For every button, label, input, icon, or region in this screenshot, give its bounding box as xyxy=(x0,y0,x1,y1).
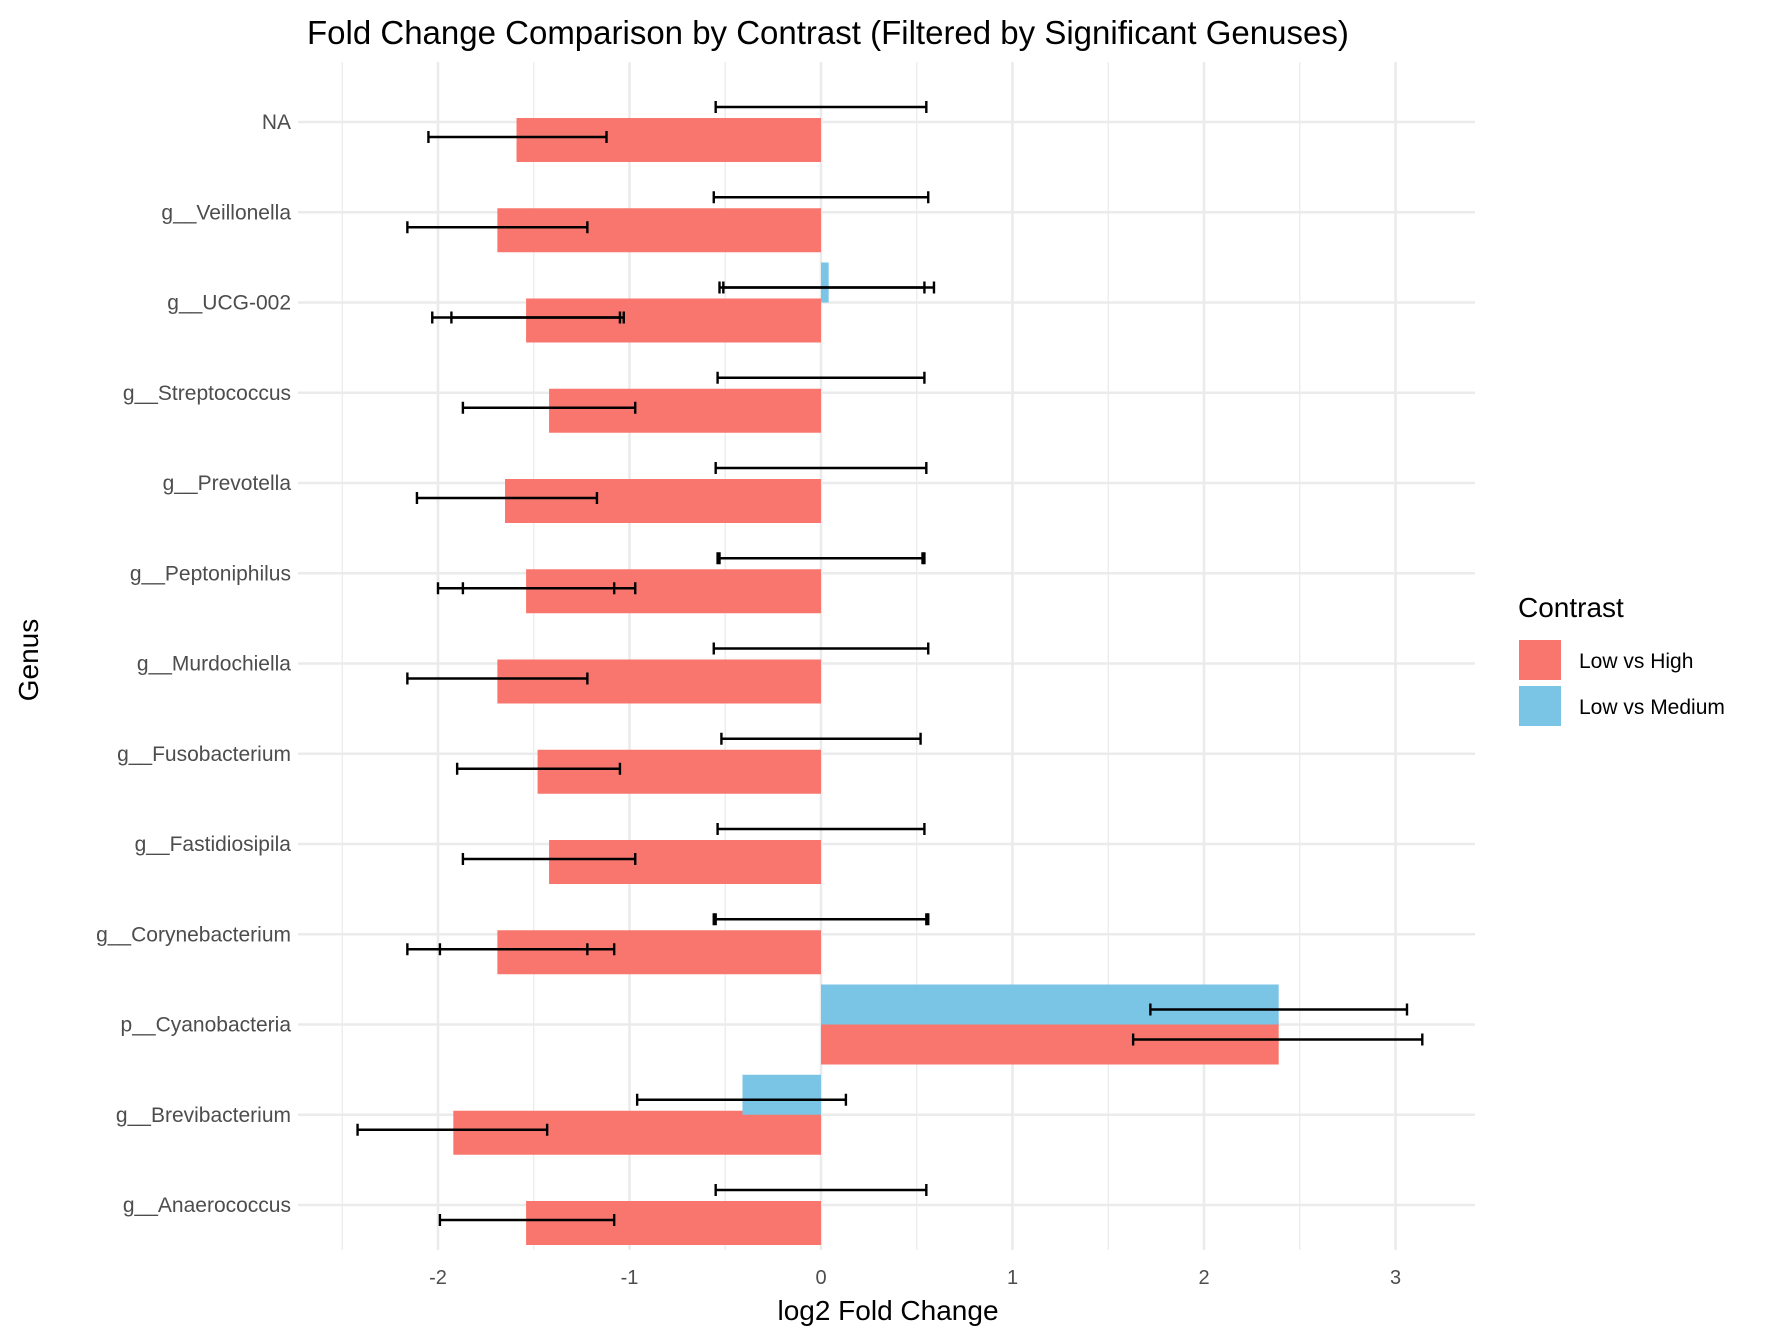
error-bar-low-vs-medium xyxy=(1149,1003,1409,1016)
bar-low-vs-high xyxy=(526,569,821,614)
error-bar-low-vs-medium xyxy=(714,462,928,474)
x-tick-label: -1 xyxy=(621,1267,639,1289)
bar-low-vs-medium xyxy=(821,984,1279,1025)
chart-title: Fold Change Comparison by Contrast (Filt… xyxy=(307,14,1349,51)
x-tick-label: 3 xyxy=(1390,1267,1401,1289)
error-bar-low-vs-medium xyxy=(712,191,930,204)
y-tick-labels: NA g__Veillonella g__UCG-002 g__Streptococc… xyxy=(96,111,291,1217)
bar-low-vs-high xyxy=(549,388,821,433)
error-bar-low-vs-medium xyxy=(714,913,930,926)
legend-item: Low vs Medium xyxy=(1519,686,1725,726)
y-tick-label: g__Anaerococcus xyxy=(123,1194,291,1217)
bar-low-vs-high xyxy=(549,840,821,884)
x-tick-label: 2 xyxy=(1198,1267,1209,1289)
error-bar-low-vs-high xyxy=(406,221,589,234)
y-tick-label: g__Peptoniphilus xyxy=(130,562,291,585)
error-bar-low-vs-medium xyxy=(716,823,926,835)
legend-title: Contrast xyxy=(1518,592,1624,623)
error-bar-low-vs-medium xyxy=(635,1093,848,1106)
error-bar-low-vs-medium xyxy=(722,281,936,294)
error-bars xyxy=(356,101,1424,1226)
bar-low-vs-high xyxy=(516,118,821,162)
bar-low-vs-high xyxy=(497,930,821,975)
x-tick-labels: -2 -1 0 1 2 3 xyxy=(429,1267,1401,1289)
bar-low-vs-high xyxy=(537,749,821,794)
bar-low-vs-high xyxy=(526,1201,821,1245)
error-bar-low-vs-medium xyxy=(716,371,926,384)
y-tick-label: g__Fastidiosipila xyxy=(135,833,292,856)
legend-label: Low vs High xyxy=(1579,650,1693,673)
bar-low-vs-high xyxy=(497,659,821,704)
error-bar-low-vs-medium xyxy=(720,732,922,745)
error-bar-low-vs-medium xyxy=(718,552,926,565)
x-tick-label: 1 xyxy=(1007,1267,1018,1289)
y-axis-title: Genus xyxy=(13,619,44,702)
x-tick-label: 0 xyxy=(815,1267,826,1289)
grid xyxy=(298,62,1475,1250)
legend-label: Low vs Medium xyxy=(1579,696,1725,719)
bar-low-vs-medium xyxy=(742,1074,821,1115)
y-tick-label: g__Streptococcus xyxy=(123,382,291,405)
error-bar-low-vs-high xyxy=(461,401,637,414)
bar-low-vs-high xyxy=(497,208,821,253)
bar-low-vs-high xyxy=(453,1110,821,1155)
y-tick-label: g__Brevibacterium xyxy=(116,1104,291,1127)
bar-low-vs-high xyxy=(821,1020,1279,1065)
error-bar-low-vs-high xyxy=(415,492,599,504)
error-bar-low-vs-medium xyxy=(714,1184,928,1196)
y-tick-label: g__Fusobacterium xyxy=(117,743,291,766)
y-tick-label: g__Corynebacterium xyxy=(96,923,291,946)
y-tick-label: g__UCG-002 xyxy=(167,292,291,315)
error-bar-low-vs-high xyxy=(1131,1033,1424,1046)
y-tick-label: p__Cyanobacteria xyxy=(121,1014,292,1037)
x-axis-title: log2 Fold Change xyxy=(777,1295,998,1326)
error-bar-low-vs-high xyxy=(438,1214,616,1226)
y-tick-label: NA xyxy=(262,111,291,134)
y-tick-label: g__Prevotella xyxy=(163,472,292,495)
y-tick-label: g__Murdochiella xyxy=(137,653,291,676)
legend: Contrast Low vs High Low vs Medium xyxy=(1518,592,1725,726)
error-bar-low-vs-high xyxy=(406,672,589,685)
error-bar-low-vs-medium xyxy=(714,101,928,113)
error-bar-low-vs-high xyxy=(427,131,608,143)
y-tick-label: g__Veillonella xyxy=(161,201,291,224)
error-bar-low-vs-high xyxy=(455,762,622,775)
bars xyxy=(453,118,1279,1245)
bar-low-vs-medium xyxy=(821,262,829,303)
error-bar-low-vs-medium xyxy=(712,642,930,655)
legend-swatch xyxy=(1519,686,1561,726)
bar-low-vs-high xyxy=(526,298,821,343)
legend-item: Low vs High xyxy=(1519,640,1693,680)
error-bar-low-vs-high xyxy=(461,582,637,595)
error-bar-low-vs-high xyxy=(438,943,616,956)
bar-low-vs-high xyxy=(505,479,821,523)
error-bar-low-vs-high xyxy=(356,1123,549,1136)
x-tick-label: -2 xyxy=(429,1267,447,1289)
error-bar-low-vs-high xyxy=(461,853,637,865)
error-bar-low-vs-high xyxy=(450,311,625,324)
legend-swatch xyxy=(1519,640,1561,680)
